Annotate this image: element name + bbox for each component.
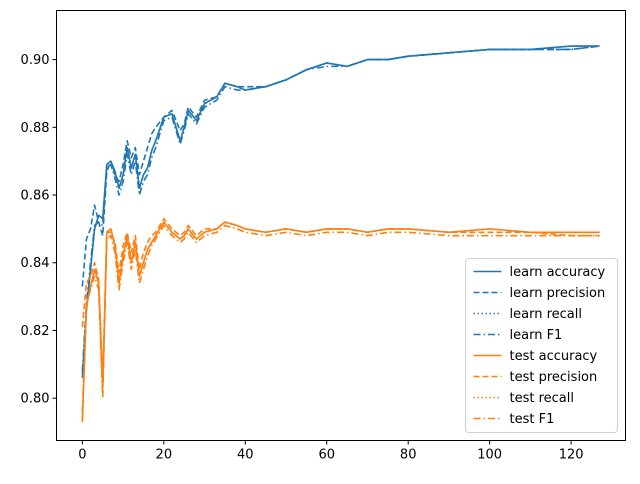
legend-label: test recall [510, 391, 575, 406]
plot-frame [56, 10, 626, 441]
y-axis: 0.80 0.82 0.84 0.86 0.88 0.90 [21, 53, 57, 407]
y-tick-label: 0.88 [21, 121, 50, 136]
y-tick-label: 0.86 [21, 189, 50, 204]
x-tick-label: 0 [78, 448, 86, 463]
x-axis: 0 20 40 60 80 100 120 [78, 440, 584, 463]
legend-box [465, 258, 618, 433]
x-tick-label: 120 [559, 448, 584, 463]
y-tick-label: 0.82 [21, 324, 50, 339]
legend-label: test F1 [510, 412, 555, 427]
legend-label: learn F1 [510, 328, 563, 343]
plot-lines [81, 45, 600, 422]
y-tick-label: 0.80 [21, 392, 50, 407]
x-tick-label: 60 [318, 448, 335, 463]
legend-label: test precision [510, 370, 598, 385]
x-tick-label: 80 [400, 448, 417, 463]
legend: learn accuracy learn precision learn recal… [465, 258, 618, 433]
legend-label: test accuracy [510, 349, 598, 364]
y-tick-label: 0.84 [21, 256, 50, 271]
series-line-3 [81, 45, 600, 372]
series-line-7 [81, 224, 600, 412]
series-line-2 [81, 45, 600, 378]
y-tick-label: 0.90 [21, 53, 50, 68]
x-tick-label: 20 [156, 448, 173, 463]
x-tick-label: 40 [237, 448, 254, 463]
series-line-1 [81, 45, 600, 287]
legend-label: learn recall [510, 307, 582, 322]
legend-label: learn precision [510, 286, 606, 301]
x-tick-label: 100 [477, 448, 502, 463]
legend-label: learn accuracy [510, 265, 606, 280]
